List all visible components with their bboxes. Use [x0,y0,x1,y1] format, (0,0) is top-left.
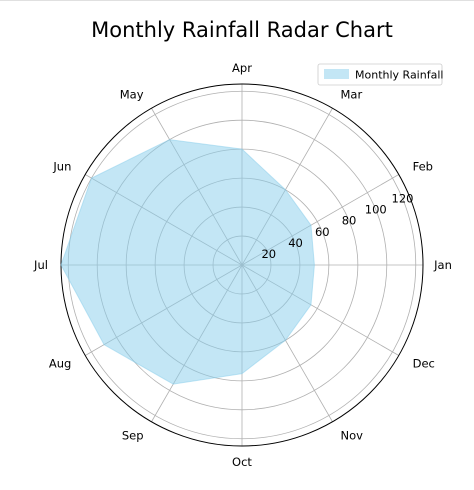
r-tick-label-40: 40 [288,236,303,250]
category-label-aug: Aug [49,357,71,371]
r-tick-label-80: 80 [342,214,357,228]
category-label-mar: Mar [341,87,363,101]
category-label-sep: Sep [122,429,144,443]
category-label-dec: Dec [413,357,435,371]
radial-tick-labels: 20 40 60 80 100 120 [261,192,413,261]
category-label-may: May [120,87,144,101]
legend: Monthly Rainfall [317,63,443,86]
category-label-apr: Apr [232,61,252,75]
legend-label: Monthly Rainfall [355,69,443,82]
r-tick-label-100: 100 [365,203,387,217]
series-area-0 [60,139,315,385]
series-layer [60,139,315,385]
r-tick-label-60: 60 [315,225,330,239]
category-labels: Jan Feb Mar Apr May Jun Jul Aug Sep Oct Nov Dec [33,61,452,469]
category-label-jan: Jan [433,258,452,272]
category-label-jul: Jul [33,258,48,272]
chart-title: Monthly Rainfall Radar Chart [91,18,393,42]
watermark-text: CSDN @Eliauk_happy [369,478,467,488]
category-label-oct: Oct [232,455,252,469]
r-tick-label-20: 20 [261,247,276,261]
legend-swatch [324,69,349,79]
r-tick-label-120: 120 [392,192,414,206]
category-label-nov: Nov [341,429,364,443]
category-label-feb: Feb [413,160,433,174]
category-label-jun: Jun [52,160,71,174]
